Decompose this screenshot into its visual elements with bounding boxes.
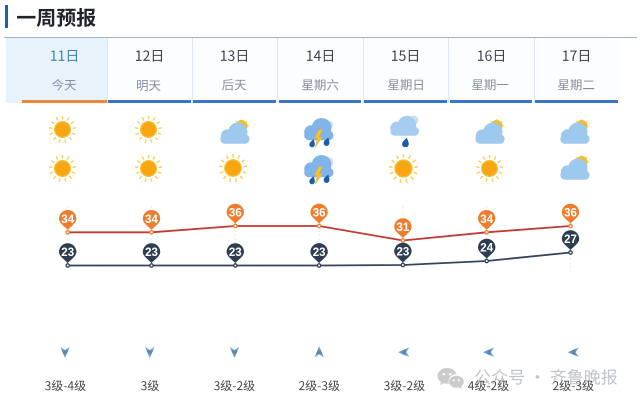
- svg-text:23: 23: [61, 247, 74, 259]
- svg-text:27: 27: [564, 234, 577, 246]
- svg-text:23: 23: [313, 247, 326, 259]
- svg-text:23: 23: [397, 247, 410, 259]
- svg-text:31: 31: [397, 222, 410, 234]
- svg-text:36: 36: [229, 208, 242, 220]
- svg-text:34: 34: [145, 214, 158, 226]
- svg-text:23: 23: [229, 247, 242, 259]
- svg-text:23: 23: [145, 247, 158, 259]
- svg-text:34: 34: [61, 214, 74, 226]
- svg-text:24: 24: [480, 243, 493, 255]
- svg-text:36: 36: [313, 208, 326, 220]
- svg-text:36: 36: [564, 208, 577, 220]
- svg-text:34: 34: [480, 214, 493, 226]
